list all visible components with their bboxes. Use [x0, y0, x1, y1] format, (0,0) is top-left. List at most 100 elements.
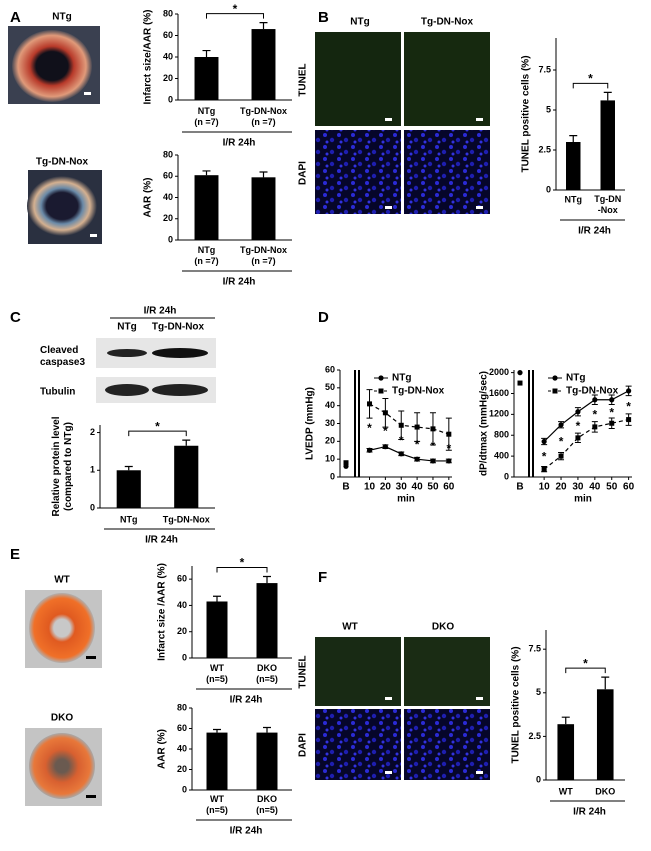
y-tick-label: 800 [494, 430, 509, 440]
y-tick-label: 7.5 [538, 64, 551, 74]
tunel-image [315, 32, 401, 126]
error-bar [569, 135, 578, 142]
x-tick-label: DKO [595, 786, 615, 796]
series-line [369, 446, 449, 462]
significance-mark: * [576, 419, 581, 433]
x-tick-label: NTg (n =7) [194, 106, 218, 127]
y-tick-label: 50 [325, 382, 335, 392]
significance-bracket [572, 82, 609, 89]
scale-bar [86, 795, 96, 798]
bar [194, 57, 219, 100]
marker [382, 410, 388, 416]
x-tick-label: Tg-DN-Nox [594, 194, 621, 215]
lane-label: Tg-DN-Nox [152, 322, 205, 333]
micrograph-label: NTg [350, 17, 369, 28]
blot-condition: I/R 24h [144, 306, 177, 317]
y-tick-label: 80 [177, 702, 187, 712]
y-axis-label: Relative protein level(compared to NTg) [51, 416, 74, 516]
error-bar [259, 171, 268, 178]
y-tick-label: 20 [177, 764, 187, 774]
scale-bar [385, 118, 392, 121]
x-axis-label: I/R 24h [230, 826, 263, 837]
bar [256, 732, 278, 790]
x-tick-label: 10 [539, 482, 551, 493]
tunel-image [404, 32, 490, 126]
micrograph-label: Tg-DN-Nox [421, 17, 474, 28]
y-tick-label: 1200 [489, 409, 509, 419]
dapi-image [315, 709, 401, 780]
significance-mark: * [233, 2, 238, 16]
x-tick-label: Tg-DN-Nox (n =7) [240, 245, 287, 266]
heart-label: WT [54, 575, 70, 586]
x-tick-label: 60 [443, 482, 455, 493]
error-bar [213, 595, 221, 602]
tunel-image [404, 637, 490, 706]
significance-mark: * [431, 439, 436, 453]
x-tick-label: WT (n=5) [206, 794, 228, 815]
error-bar [263, 575, 271, 584]
bar [566, 142, 581, 190]
marker [558, 453, 564, 459]
x-tick-label: 20 [380, 482, 392, 493]
marker [398, 451, 404, 457]
x-axis-label: min [574, 494, 592, 505]
error-bar [259, 22, 268, 30]
marker [552, 388, 558, 394]
y-tick-label: 60 [163, 30, 173, 40]
band-label: Cleaved caspase3 [40, 345, 85, 368]
marker [558, 422, 564, 428]
marker [517, 370, 523, 376]
marker [378, 375, 384, 381]
y-tick-label: 60 [177, 574, 187, 584]
x-tick-label: 50 [427, 482, 439, 493]
marker [378, 388, 384, 394]
marker [541, 438, 547, 445]
scale-bar [476, 697, 483, 700]
y-axis-label: LVEDP (mmHg) [305, 387, 316, 460]
legend-label: NTg [566, 373, 585, 384]
x-tick-label: NTg [120, 514, 138, 524]
axis-break [528, 370, 530, 477]
y-tick-label: 2.5 [538, 144, 551, 154]
panel-label: D [318, 309, 329, 326]
lane-label: NTg [117, 322, 136, 333]
error-bar [603, 91, 612, 101]
marker [575, 435, 581, 441]
stain-label: DAPI [298, 161, 309, 185]
y-tick-label: 40 [177, 600, 187, 610]
scale-bar [86, 656, 96, 659]
marker [626, 388, 632, 394]
scale-bar [385, 697, 392, 700]
bar [251, 177, 276, 240]
y-tick-label: 0 [182, 652, 187, 662]
y-tick-label: 0 [90, 502, 95, 512]
marker [541, 466, 547, 472]
y-tick-label: 60 [325, 364, 335, 374]
significance-mark: * [559, 435, 564, 449]
marker [446, 431, 452, 437]
x-tick-label: NTg [565, 194, 583, 204]
marker [446, 458, 452, 464]
scale-bar [476, 771, 483, 774]
x-axis-label: I/R 24h [578, 226, 611, 237]
x-tick-label: B [516, 482, 523, 493]
bar [206, 732, 228, 790]
marker [382, 444, 388, 450]
marker [609, 397, 615, 403]
marker [367, 401, 373, 407]
significance-bracket [206, 13, 264, 19]
x-tick-label: 30 [396, 482, 408, 493]
y-axis-label: Infarct size/AAR (%) [143, 9, 154, 104]
significance-mark: * [155, 419, 160, 433]
bar [256, 583, 278, 658]
y-tick-label: 30 [325, 418, 335, 428]
bar [596, 689, 614, 780]
marker [430, 426, 436, 432]
marker [343, 460, 349, 466]
y-tick-label: 80 [163, 149, 173, 159]
y-tick-label: 40 [163, 51, 173, 61]
x-tick-label: 60 [623, 482, 635, 493]
panel-label: F [318, 569, 327, 586]
y-tick-label: 60 [163, 171, 173, 181]
x-tick-label: 30 [572, 482, 584, 493]
